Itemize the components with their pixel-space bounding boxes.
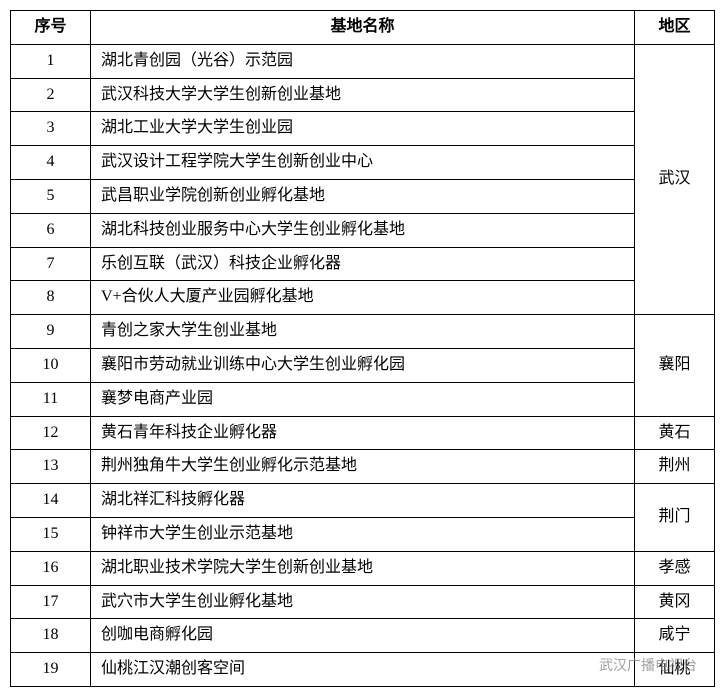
table-row: 18创咖电商孵化园咸宁	[11, 619, 715, 653]
cell-name: 黄石青年科技企业孵化器	[91, 416, 635, 450]
col-header-seq: 序号	[11, 11, 91, 45]
cell-seq: 3	[11, 112, 91, 146]
table-row: 5武昌职业学院创新创业孵化基地	[11, 179, 715, 213]
table-container: 序号 基地名称 地区 1湖北青创园（光谷）示范园武汉2武汉科技大学大学生创新创业…	[10, 10, 715, 687]
col-header-region: 地区	[635, 11, 715, 45]
cell-seq: 11	[11, 382, 91, 416]
cell-seq: 10	[11, 348, 91, 382]
cell-name: 武汉科技大学大学生创新创业基地	[91, 78, 635, 112]
table-row: 6湖北科技创业服务中心大学生创业孵化基地	[11, 213, 715, 247]
table-row: 19仙桃江汉潮创客空间仙桃	[11, 653, 715, 687]
cell-seq: 18	[11, 619, 91, 653]
cell-name: 湖北职业技术学院大学生创新创业基地	[91, 551, 635, 585]
cell-name: 钟祥市大学生创业示范基地	[91, 517, 635, 551]
cell-region: 荆门	[635, 484, 715, 552]
cell-name: 襄阳市劳动就业训练中心大学生创业孵化园	[91, 348, 635, 382]
table-row: 15钟祥市大学生创业示范基地	[11, 517, 715, 551]
cell-seq: 13	[11, 450, 91, 484]
cell-region: 武汉	[635, 44, 715, 314]
cell-name: 湖北工业大学大学生创业园	[91, 112, 635, 146]
cell-region: 孝感	[635, 551, 715, 585]
cell-seq: 6	[11, 213, 91, 247]
table-row: 11襄梦电商产业园	[11, 382, 715, 416]
cell-name: 乐创互联（武汉）科技企业孵化器	[91, 247, 635, 281]
cell-region: 襄阳	[635, 315, 715, 416]
cell-name: 湖北祥汇科技孵化器	[91, 484, 635, 518]
table-row: 14湖北祥汇科技孵化器荆门	[11, 484, 715, 518]
cell-seq: 4	[11, 146, 91, 180]
table-row: 4武汉设计工程学院大学生创新创业中心	[11, 146, 715, 180]
cell-seq: 7	[11, 247, 91, 281]
cell-region: 咸宁	[635, 619, 715, 653]
table-row: 13荆州独角牛大学生创业孵化示范基地荆州	[11, 450, 715, 484]
base-table: 序号 基地名称 地区 1湖北青创园（光谷）示范园武汉2武汉科技大学大学生创新创业…	[10, 10, 715, 687]
cell-region: 黄石	[635, 416, 715, 450]
table-row: 17武穴市大学生创业孵化基地黄冈	[11, 585, 715, 619]
table-header-row: 序号 基地名称 地区	[11, 11, 715, 45]
table-row: 16湖北职业技术学院大学生创新创业基地孝感	[11, 551, 715, 585]
table-row: 7乐创互联（武汉）科技企业孵化器	[11, 247, 715, 281]
cell-name: 湖北科技创业服务中心大学生创业孵化基地	[91, 213, 635, 247]
table-row: 3湖北工业大学大学生创业园	[11, 112, 715, 146]
cell-name: 青创之家大学生创业基地	[91, 315, 635, 349]
cell-seq: 8	[11, 281, 91, 315]
cell-name: V+合伙人大厦产业园孵化基地	[91, 281, 635, 315]
table-row: 2武汉科技大学大学生创新创业基地	[11, 78, 715, 112]
cell-name: 襄梦电商产业园	[91, 382, 635, 416]
cell-name: 仙桃江汉潮创客空间	[91, 653, 635, 687]
cell-seq: 16	[11, 551, 91, 585]
cell-seq: 1	[11, 44, 91, 78]
cell-name: 武汉设计工程学院大学生创新创业中心	[91, 146, 635, 180]
cell-seq: 9	[11, 315, 91, 349]
cell-seq: 2	[11, 78, 91, 112]
cell-seq: 17	[11, 585, 91, 619]
table-row: 9青创之家大学生创业基地襄阳	[11, 315, 715, 349]
cell-seq: 19	[11, 653, 91, 687]
cell-region: 荆州	[635, 450, 715, 484]
cell-region: 黄冈	[635, 585, 715, 619]
table-row: 8V+合伙人大厦产业园孵化基地	[11, 281, 715, 315]
table-body: 1湖北青创园（光谷）示范园武汉2武汉科技大学大学生创新创业基地3湖北工业大学大学…	[11, 44, 715, 686]
cell-name: 荆州独角牛大学生创业孵化示范基地	[91, 450, 635, 484]
cell-seq: 14	[11, 484, 91, 518]
table-row: 12黄石青年科技企业孵化器黄石	[11, 416, 715, 450]
cell-name: 湖北青创园（光谷）示范园	[91, 44, 635, 78]
col-header-name: 基地名称	[91, 11, 635, 45]
cell-name: 武穴市大学生创业孵化基地	[91, 585, 635, 619]
cell-seq: 5	[11, 179, 91, 213]
table-row: 1湖北青创园（光谷）示范园武汉	[11, 44, 715, 78]
cell-region: 仙桃	[635, 653, 715, 687]
cell-seq: 15	[11, 517, 91, 551]
cell-name: 创咖电商孵化园	[91, 619, 635, 653]
cell-seq: 12	[11, 416, 91, 450]
cell-name: 武昌职业学院创新创业孵化基地	[91, 179, 635, 213]
table-row: 10襄阳市劳动就业训练中心大学生创业孵化园	[11, 348, 715, 382]
